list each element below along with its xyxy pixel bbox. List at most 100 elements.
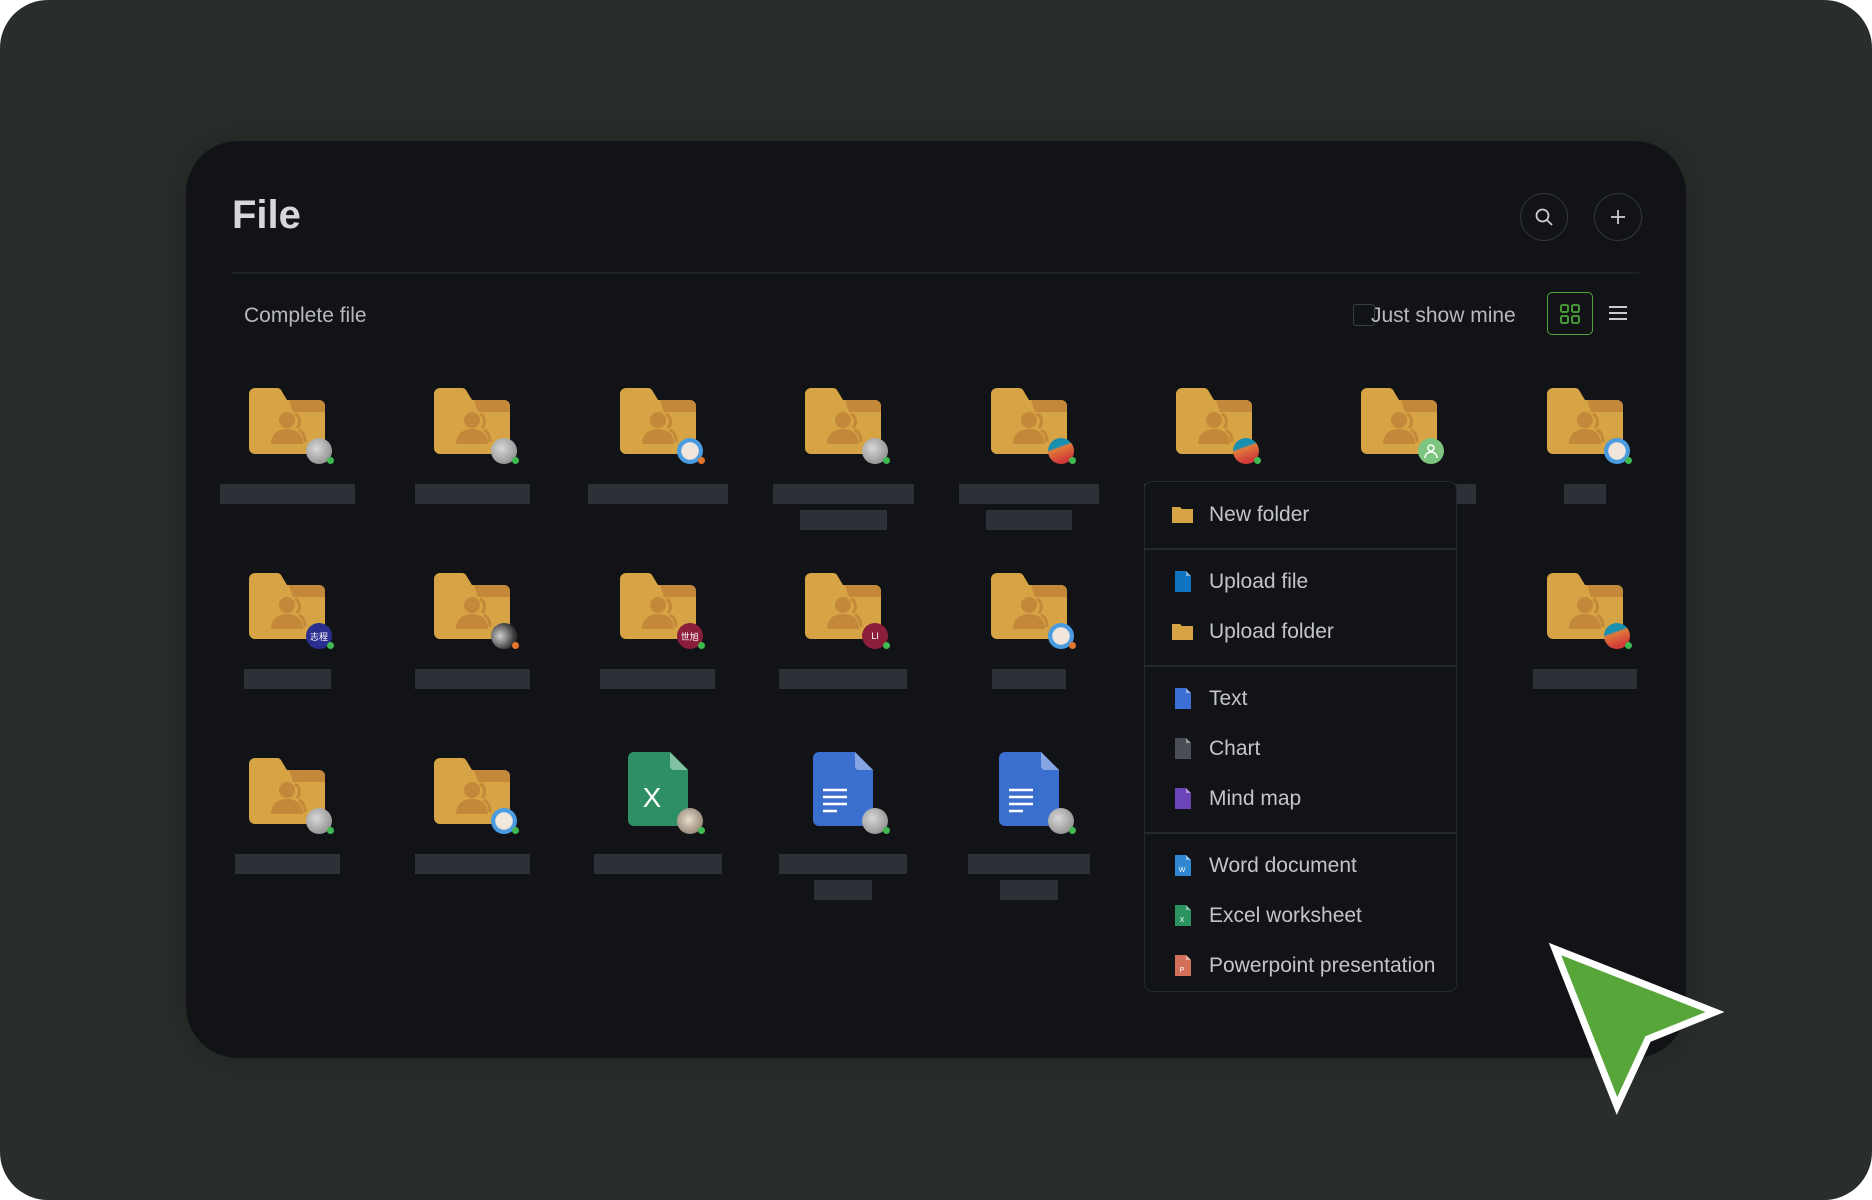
user-avatar-badge <box>491 623 520 649</box>
file-name-redacted <box>967 854 1090 874</box>
list-view-button[interactable] <box>1606 301 1630 325</box>
user-avatar-badge <box>306 438 334 464</box>
folder-item[interactable] <box>1495 388 1675 538</box>
shared-folder-icon <box>619 388 696 454</box>
file-panel: File Complete file Just show mine 志程 世旭 LI… <box>186 141 1686 1058</box>
file-name-redacted <box>414 854 530 874</box>
menu-divider <box>1145 548 1456 550</box>
online-status-dot <box>327 642 334 649</box>
menu-item-powerpoint-presentation[interactable]: P Powerpoint presentation <box>1145 941 1456 991</box>
folder-item[interactable] <box>753 388 933 538</box>
excel-item[interactable]: X <box>568 752 748 908</box>
menu-item-label: New folder <box>1209 503 1310 526</box>
folder-item[interactable] <box>939 388 1119 538</box>
doc-item[interactable] <box>939 752 1119 908</box>
file-name-redacted <box>799 510 887 530</box>
file-name-redacted <box>600 669 716 689</box>
file-name-redacted <box>1563 484 1606 504</box>
shared-folder-icon <box>990 388 1067 454</box>
menu-item-mind-map[interactable]: Mind map <box>1145 774 1456 824</box>
menu-item-text[interactable]: Text <box>1145 674 1456 724</box>
user-avatar-badge <box>491 808 520 834</box>
menu-divider <box>1145 832 1456 834</box>
file-name-redacted <box>587 484 728 504</box>
plus-icon <box>1611 210 1625 224</box>
user-initials-badge: 志程 <box>306 623 334 649</box>
list-icon <box>1609 306 1627 320</box>
file-name-redacted <box>234 854 340 874</box>
shared-folder-icon <box>434 388 511 454</box>
user-avatar-badge <box>1047 623 1076 649</box>
online-status-dot <box>512 457 520 464</box>
user-avatar-badge <box>862 808 891 834</box>
folder-item[interactable] <box>1495 573 1675 723</box>
file-name-redacted <box>779 854 908 874</box>
menu-item-upload-file[interactable]: Upload file <box>1145 557 1456 607</box>
menu-item-word-document[interactable]: W Word document <box>1145 841 1456 891</box>
user-avatar-badge <box>862 438 891 464</box>
online-status-dot <box>697 642 705 649</box>
folder-item[interactable] <box>382 758 562 908</box>
upload-file-icon <box>1175 571 1191 592</box>
search-button[interactable] <box>1520 193 1568 241</box>
user-avatar-badge <box>676 808 705 834</box>
menu-item-upload-folder[interactable]: Upload folder <box>1145 607 1456 657</box>
file-name-redacted <box>999 880 1058 900</box>
shared-folder-icon <box>249 573 325 639</box>
text-document-icon <box>998 752 1059 826</box>
file-name-redacted <box>593 854 722 874</box>
menu-item-chart[interactable]: Chart <box>1145 724 1456 774</box>
folder-item[interactable]: 世旭 <box>568 573 748 723</box>
breadcrumb[interactable]: Complete file <box>244 304 367 327</box>
shared-folder-icon <box>805 573 882 639</box>
grid-view-button[interactable] <box>1547 292 1593 335</box>
user-initials-badge: LI <box>862 623 891 649</box>
excel-file-icon: X <box>627 752 688 826</box>
add-button[interactable] <box>1594 193 1642 241</box>
user-avatar-badge <box>676 438 705 464</box>
upload-folder-icon <box>1172 624 1193 640</box>
user-icon <box>1424 444 1439 459</box>
user-avatar-badge <box>1603 623 1632 649</box>
shared-folder-icon <box>249 758 325 824</box>
shared-folder-icon <box>619 573 696 639</box>
grid-icon <box>1560 303 1580 324</box>
folder-item[interactable] <box>197 758 377 908</box>
just-show-mine-label[interactable]: Just show mine <box>1371 304 1516 327</box>
folder-item[interactable] <box>568 388 748 538</box>
doc-item[interactable] <box>753 752 933 908</box>
folder-item[interactable] <box>382 388 562 538</box>
svg-text:X: X <box>642 782 661 813</box>
word-icon: W <box>1175 855 1191 876</box>
shared-folder-icon <box>1176 388 1252 454</box>
menu-item-label: Word document <box>1209 854 1357 877</box>
menu-item-label: Excel worksheet <box>1209 904 1362 927</box>
online-status-dot <box>1624 642 1632 649</box>
shared-folder-icon <box>1546 573 1623 639</box>
folder-item[interactable]: 志程 <box>197 573 377 723</box>
folder-item[interactable] <box>382 573 562 723</box>
file-name-redacted <box>243 669 331 689</box>
user-avatar-badge <box>491 438 520 464</box>
header-divider <box>232 272 1639 274</box>
menu-item-label: Chart <box>1209 737 1261 760</box>
folder-item[interactable] <box>939 573 1119 723</box>
online-status-dot <box>327 827 334 834</box>
just-show-mine-checkbox[interactable] <box>1353 304 1375 326</box>
file-name-redacted <box>1532 669 1637 689</box>
menu-item-label: Upload file <box>1209 570 1309 593</box>
menu-item-new-folder[interactable]: New folder <box>1145 490 1456 540</box>
online-status-dot <box>512 642 520 649</box>
folder-item[interactable] <box>197 388 377 538</box>
excel-icon: X <box>1175 905 1191 926</box>
text-doc-icon <box>1175 688 1191 709</box>
shared-folder-icon <box>990 573 1067 639</box>
menu-item-excel-worksheet[interactable]: X Excel worksheet <box>1145 891 1456 941</box>
folder-item[interactable]: LI <box>753 573 933 723</box>
menu-item-label: Mind map <box>1209 787 1302 810</box>
online-status-dot <box>327 457 334 464</box>
online-status-dot <box>1254 457 1261 464</box>
online-status-dot <box>883 457 891 464</box>
file-name-redacted <box>991 669 1066 689</box>
svg-text:W: W <box>1179 867 1186 874</box>
